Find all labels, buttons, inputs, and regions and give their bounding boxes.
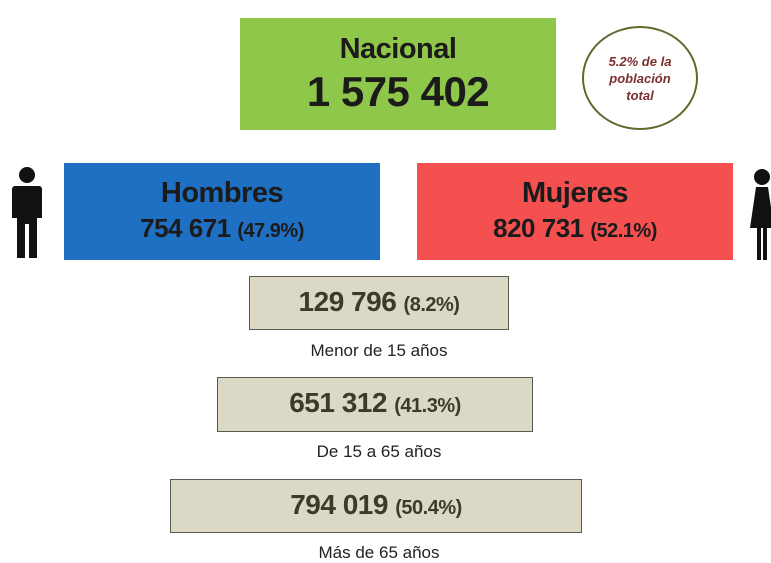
note-line: total — [626, 87, 654, 103]
national-box: Nacional 1 575 402 — [240, 18, 556, 130]
age-box: 651 312 (41.3%) — [217, 377, 533, 432]
women-box: Mujeres 820 731 (52.1%) — [417, 163, 733, 260]
national-value: 1 575 402 — [306, 68, 490, 115]
women-value-line: 820 731 (52.1%) — [493, 211, 657, 248]
women-percent: (52.1%) — [590, 220, 657, 242]
age-label: Menor de 15 años — [310, 341, 448, 360]
national-label: Nacional — [339, 33, 457, 65]
age-value: 794 019 — [290, 488, 388, 520]
age-box: 129 796 (8.2%) — [249, 276, 509, 330]
men-value: 754 671 — [140, 213, 231, 243]
age-percent: (50.4%) — [395, 496, 462, 519]
man-icon — [12, 167, 42, 258]
woman-icon — [750, 169, 771, 260]
age-label: Más de 65 años — [318, 543, 440, 562]
age-percent: (41.3%) — [394, 395, 461, 417]
note-ellipse: 5.2% de la población total — [582, 26, 698, 130]
men-percent: (47.9%) — [237, 220, 304, 242]
note-line: población — [609, 70, 671, 86]
men-box: Hombres 754 671 (47.9%) — [64, 163, 380, 260]
women-value: 820 731 — [493, 213, 584, 243]
age-value: 651 312 — [289, 387, 387, 418]
men-label: Hombres — [160, 177, 284, 209]
men-value-line: 754 671 (47.9%) — [140, 211, 304, 248]
age-label: De 15 a 65 años — [316, 442, 442, 461]
note-line: 5.2% de la — [608, 53, 672, 69]
women-label: Mujeres — [521, 177, 629, 209]
age-box: 794 019 (50.4%) — [170, 479, 582, 533]
age-percent: (8.2%) — [403, 293, 460, 316]
age-value: 129 796 — [298, 285, 397, 317]
